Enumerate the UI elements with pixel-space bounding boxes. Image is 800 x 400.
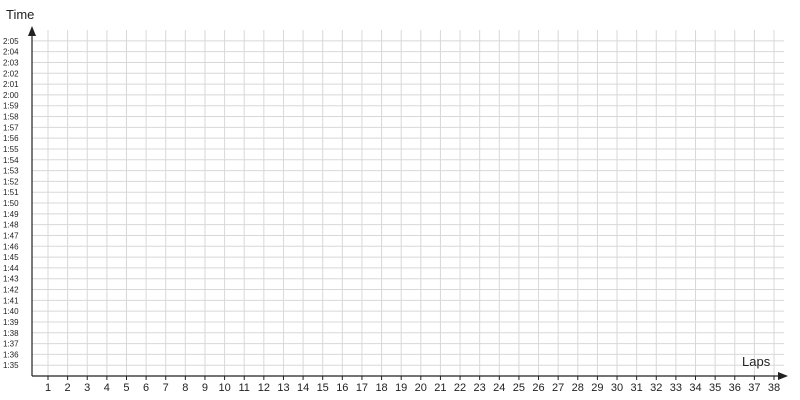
x-tick-label: 1 [45,382,51,394]
y-tick-label: 1:36 [3,350,19,359]
x-tick-label: 18 [375,382,387,394]
y-tick-label: 1:58 [3,113,19,122]
y-tick-label: 1:49 [3,210,19,219]
x-tick-label: 9 [202,382,208,394]
y-tick-label: 1:48 [3,221,19,230]
y-tick-label: 1:45 [3,253,19,262]
x-tick-label: 14 [297,382,309,394]
y-tick-label: 1:53 [3,167,19,176]
x-tick-label: 15 [317,382,329,394]
y-tick-label: 1:56 [3,134,19,143]
y-tick-label: 1:47 [3,231,19,240]
y-tick-label: 2:04 [3,48,19,57]
y-axis-arrow-icon [28,26,36,36]
x-tick-label: 4 [104,382,110,394]
x-tick-label: 23 [474,382,486,394]
y-tick-label: 1:44 [3,264,19,273]
y-tick-label: 1:59 [3,102,19,111]
grid [32,30,784,376]
x-axis-title: Laps [742,354,771,369]
y-tick-label: 1:52 [3,177,19,186]
y-tick-label: 1:41 [3,296,19,305]
y-tick-label: 1:35 [3,361,19,370]
x-tick-label: 5 [123,382,129,394]
x-tick-label: 28 [572,382,584,394]
y-tick-label: 2:03 [3,58,19,67]
y-tick-label: 1:54 [3,156,19,165]
y-tick-label: 1:40 [3,307,19,316]
x-tick-label: 2 [65,382,71,394]
x-tick-label: 29 [591,382,603,394]
x-tick-label: 7 [163,382,169,394]
x-tick-label: 3 [84,382,90,394]
x-tick-label: 20 [415,382,427,394]
tick-labels: 1:35 1:361:37 1:38 1:39 1:40 1:411:42 1:43 1:44… [3,37,780,394]
x-tick-label: 38 [768,382,780,394]
y-tick-label: 1:38 [3,329,19,338]
y-tick-label: 1:37 [3,340,19,349]
y-tick-label: 2:00 [3,91,19,100]
x-tick-label: 30 [611,382,623,394]
x-tick-label: 33 [670,382,682,394]
axes: Time Laps [6,7,788,380]
x-tick-label: 24 [493,382,505,394]
y-tick-label: 1:46 [3,242,19,251]
x-tick-label: 22 [454,382,466,394]
y-axis-title: Time [6,7,34,22]
x-tick-label: 21 [434,382,446,394]
x-tick-label: 26 [532,382,544,394]
y-tick-label: 1:39 [3,318,19,327]
x-tick-label: 35 [709,382,721,394]
x-tick-label: 12 [258,382,270,394]
x-tick-label: 32 [650,382,662,394]
y-tick-label: 2:01 [3,80,19,89]
x-tick-label: 13 [277,382,289,394]
y-tick-label: 1:50 [3,199,19,208]
x-axis-arrow-icon [778,372,788,380]
y-tick-label: 2:02 [3,69,19,78]
y-tick-label: 1:42 [3,286,19,295]
x-tick-label: 8 [182,382,188,394]
x-tick-label: 25 [513,382,525,394]
y-tick-label: 1:51 [3,188,19,197]
x-tick-label: 19 [395,382,407,394]
y-tick-label: 1:43 [3,275,19,284]
x-tick-label: 16 [336,382,348,394]
y-tick-label: 1:57 [3,123,19,132]
x-tick-label: 37 [748,382,760,394]
x-tick-label: 36 [729,382,741,394]
x-tick-label: 10 [218,382,230,394]
x-tick-label: 34 [689,382,701,394]
x-tick-label: 27 [552,382,564,394]
x-tick-label: 11 [239,382,250,394]
y-tick-label: 2:05 [3,37,19,46]
x-tick-label: 17 [356,382,368,394]
x-tick-label: 6 [143,382,149,394]
y-tick-label: 1:55 [3,145,19,154]
x-tick-label: 31 [631,382,643,394]
